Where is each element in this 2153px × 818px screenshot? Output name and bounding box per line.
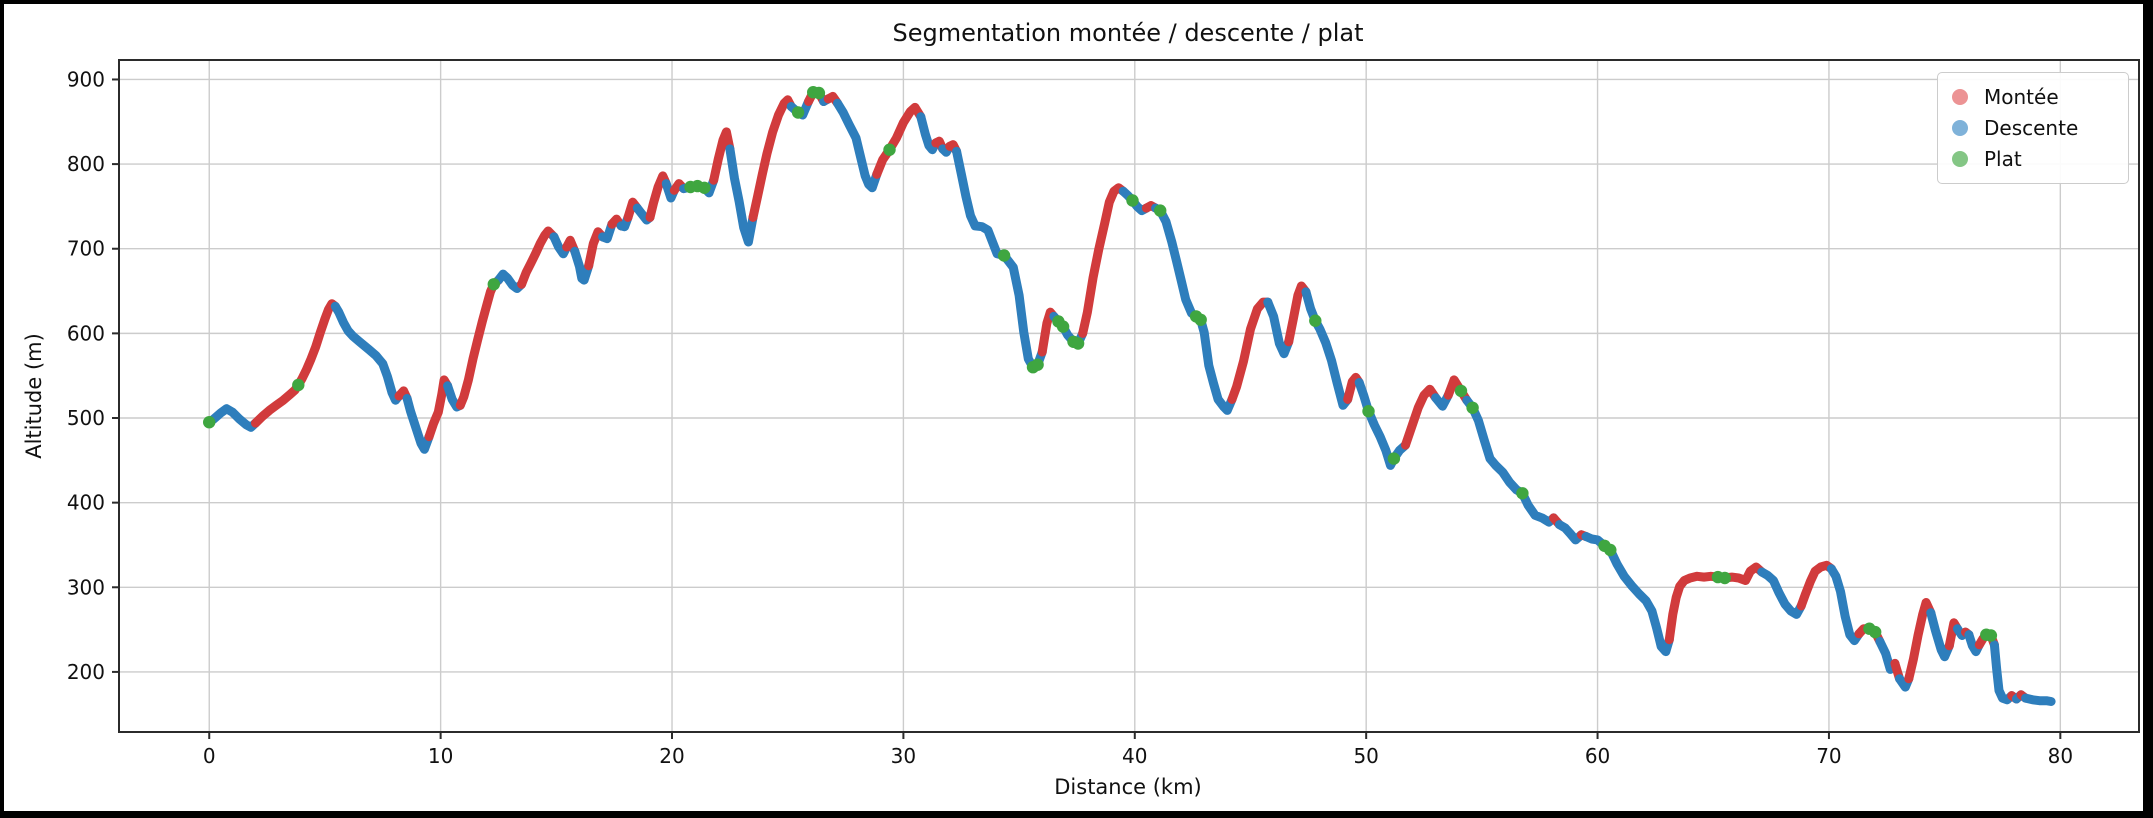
segment-montee [1227, 297, 1273, 404]
legend-label: Montée [1984, 84, 2059, 109]
legend-label: Plat [1984, 146, 2022, 171]
flat-marker-dot [1869, 625, 1882, 639]
x-tick-label: 30 [891, 744, 916, 768]
legend-label: Descente [1984, 115, 2079, 140]
legend-item-p: Plat [1952, 143, 2128, 174]
y-tick-label: 900 [67, 67, 105, 91]
segment-montee [1904, 598, 1936, 684]
flat-marker-dot [292, 378, 305, 392]
y-tick-label: 400 [67, 491, 105, 515]
axis-ticks [112, 78, 2062, 739]
flat-marker-dot [1154, 204, 1167, 217]
segment-descente [494, 269, 527, 293]
legend-item-m: Montée [1952, 81, 2128, 112]
segment-montee [645, 171, 671, 222]
figure-canvas: 0 10 20 30 40 50 60 70 80 200 300 400 500 600 700 800 90… [4, 4, 2143, 811]
segment-descente [1581, 532, 1674, 657]
flat-marker-dot [1454, 384, 1468, 398]
segment-montee [1401, 384, 1441, 450]
flat-markers [203, 86, 1998, 642]
segment-descente [916, 112, 941, 155]
y-axis-label: Altitude (m) [22, 333, 46, 459]
legend-marker-icon [1952, 119, 1968, 136]
flat-marker-dot [1194, 313, 1207, 326]
segment-descente [2021, 693, 2056, 706]
segment-montee [1796, 560, 1836, 611]
segment-descente [204, 404, 260, 432]
segment-descente [1989, 640, 2017, 705]
grid-lines [119, 60, 2139, 732]
segment-descente [1757, 567, 1806, 619]
segment-montee [709, 127, 735, 185]
flat-marker-dot [1387, 452, 1401, 465]
axes-spines [118, 59, 2140, 733]
flat-marker-dot [1984, 629, 1998, 642]
flat-marker-dot [698, 181, 711, 194]
x-tick-label: 0 [203, 744, 216, 768]
flat-marker-dot [1466, 401, 1479, 414]
x-tick-label: 60 [1585, 744, 1610, 768]
y-tick-label: 200 [67, 660, 105, 684]
segment-montee [1664, 562, 1767, 645]
x-tick-label: 80 [2048, 744, 2073, 768]
segment-descente [1826, 564, 1864, 646]
segment-montee [251, 299, 340, 428]
plot-area: 0 10 20 30 40 50 60 70 80 200 300 400 500 600 700 800 90… [67, 59, 2140, 768]
segment-descente [1263, 297, 1294, 359]
x-tick-label: 40 [1122, 744, 1147, 768]
chart-title: Segmentation montée / descente / plat [892, 19, 1364, 47]
flat-marker-dot [487, 278, 500, 291]
segment-descente [1462, 395, 1559, 527]
flat-marker-dot [1718, 571, 1732, 585]
segment-montee [517, 226, 559, 289]
segment-descente [1301, 287, 1353, 410]
flat-marker-dot [791, 106, 805, 119]
flat-marker-dot [1126, 194, 1139, 207]
flat-marker-dot [1604, 543, 1617, 557]
x-tick-label: 20 [659, 744, 684, 768]
segment-descente [1151, 203, 1237, 415]
flat-marker-dot [1056, 320, 1070, 333]
x-tick-label: 10 [428, 744, 453, 768]
y-tick-label: 700 [67, 237, 105, 261]
elevation-profile-series [204, 87, 2056, 706]
axis-tick-labels: 0 10 20 30 40 50 60 70 80 200 300 400 500 600 700 800 90… [67, 67, 2073, 768]
flat-marker-dot [997, 249, 1011, 262]
flat-marker-dot [1362, 405, 1375, 418]
segment-montee [424, 375, 453, 442]
legend-marker-icon [1952, 150, 1968, 167]
y-tick-label: 800 [67, 152, 105, 176]
flat-marker-dot [203, 416, 216, 429]
segment-montee [872, 102, 926, 179]
segment-montee [748, 95, 796, 222]
segment-descente [1926, 608, 1954, 662]
y-tick-label: 500 [67, 406, 105, 430]
flat-marker-dot [812, 86, 826, 100]
segment-descente [833, 98, 882, 193]
segment-montee [455, 275, 503, 410]
legend-item-d: Descente [1952, 112, 2128, 143]
segment-descente [402, 394, 434, 454]
segment-descente [330, 301, 404, 405]
legend: Montée Descente Plat [1937, 72, 2129, 184]
segment-descente [570, 246, 594, 285]
flat-marker-dot [1031, 358, 1044, 371]
flat-marker-dot [883, 143, 896, 156]
flat-marker-dot [1071, 337, 1085, 350]
legend-marker-icon [1952, 88, 1968, 105]
flat-marker-dot [1516, 487, 1529, 500]
segment-descente [598, 219, 617, 244]
y-tick-label: 600 [67, 321, 105, 345]
flat-marker-dot [1309, 314, 1322, 327]
x-axis-label: Distance (km) [1054, 775, 1202, 799]
segment-montee [1078, 183, 1128, 338]
x-tick-label: 70 [1816, 744, 1841, 768]
y-tick-label: 300 [67, 575, 105, 599]
x-tick-label: 50 [1353, 744, 1378, 768]
segment-descente [1554, 520, 1586, 545]
segment-descente [725, 144, 758, 247]
segment-montee [1284, 281, 1311, 347]
